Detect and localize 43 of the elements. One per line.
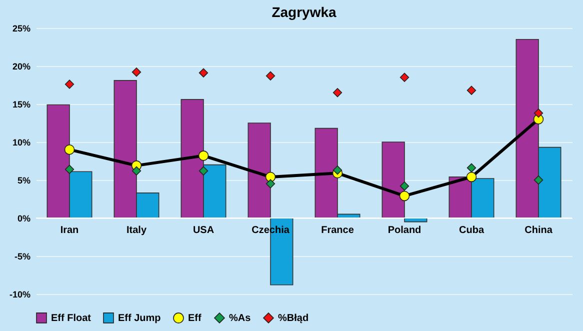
y-tick-label: 10% <box>12 138 30 148</box>
x-tick-label: USA <box>192 225 214 236</box>
x-tick-label: Italy <box>126 225 147 236</box>
y-tick-label: -10% <box>9 290 30 300</box>
legend-label: Eff Jump <box>118 312 161 324</box>
point <box>399 190 410 202</box>
point <box>198 68 208 78</box>
y-tick-label: 20% <box>12 62 30 72</box>
point <box>198 166 208 176</box>
point <box>266 179 276 188</box>
x-tick-label: France <box>321 225 354 236</box>
x-tick-label: Cuba <box>459 225 484 236</box>
chart-title: Zagrywka <box>272 4 337 20</box>
y-tick-label: 15% <box>12 100 30 110</box>
point <box>534 175 544 185</box>
x-tick-label: Poland <box>388 225 422 236</box>
legend-label: Eff <box>188 312 202 324</box>
y-tick-label: 25% <box>12 24 30 34</box>
x-tick-label: Czechia <box>252 225 290 236</box>
point <box>64 144 75 155</box>
point <box>534 108 544 118</box>
point <box>466 163 476 172</box>
y-tick-label: 5% <box>17 176 30 186</box>
point <box>198 150 209 161</box>
y-tick-label: 0% <box>17 214 30 224</box>
legend-label: %As <box>229 312 252 324</box>
point <box>400 181 410 191</box>
point <box>64 164 74 174</box>
point <box>400 72 410 82</box>
point <box>466 86 476 95</box>
point <box>132 67 142 77</box>
y-tick-label: -5% <box>14 252 30 262</box>
legend-label: %Błąd <box>278 312 309 324</box>
point <box>265 172 276 182</box>
point <box>332 166 342 175</box>
point <box>332 88 342 98</box>
x-tick-label: China <box>524 225 553 236</box>
point <box>466 172 477 182</box>
x-tick-label: Iran <box>60 225 79 236</box>
point <box>266 71 276 80</box>
point <box>132 166 142 176</box>
point <box>64 80 74 89</box>
legend-label: Eff Float <box>51 312 92 324</box>
